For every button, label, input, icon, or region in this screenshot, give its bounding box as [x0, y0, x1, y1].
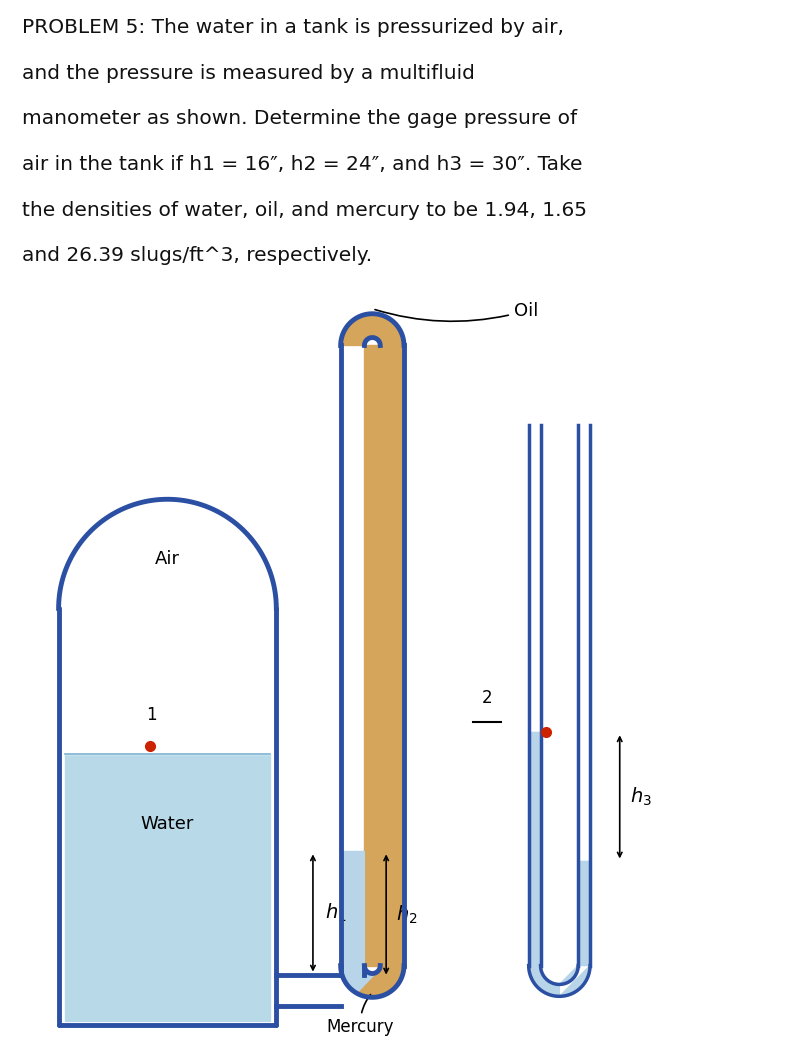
Text: Mercury: Mercury — [327, 995, 394, 1036]
Text: PROBLEM 5: The water in a tank is pressurized by air,: PROBLEM 5: The water in a tank is pressu… — [22, 18, 564, 37]
Text: the densities of water, oil, and mercury to be 1.94, 1.65: the densities of water, oil, and mercury… — [22, 201, 587, 219]
Bar — [64, 609, 270, 754]
Polygon shape — [341, 965, 404, 997]
Text: $h_3$: $h_3$ — [630, 785, 651, 808]
Polygon shape — [59, 499, 276, 609]
Text: $h_2$: $h_2$ — [396, 903, 418, 926]
Text: Water: Water — [141, 815, 194, 833]
Polygon shape — [341, 314, 404, 346]
Bar — [365, 346, 404, 965]
Polygon shape — [529, 732, 559, 996]
Text: Air: Air — [155, 550, 180, 568]
Text: air in the tank if h1 = 16″, h2 = 24″, and h3 = 30″. Take: air in the tank if h1 = 16″, h2 = 24″, a… — [22, 155, 583, 174]
Text: Oil: Oil — [375, 302, 539, 321]
Bar — [64, 754, 270, 1021]
Text: and 26.39 slugs/ft^3, respectively.: and 26.39 slugs/ft^3, respectively. — [22, 246, 372, 265]
Text: manometer as shown. Determine the gage pressure of: manometer as shown. Determine the gage p… — [22, 110, 577, 129]
Text: 2: 2 — [482, 688, 493, 706]
Text: $h_1$: $h_1$ — [324, 902, 346, 925]
Polygon shape — [559, 862, 590, 996]
Polygon shape — [341, 851, 376, 993]
Text: and the pressure is measured by a multifluid: and the pressure is measured by a multif… — [22, 64, 475, 83]
Text: 1: 1 — [147, 706, 157, 725]
